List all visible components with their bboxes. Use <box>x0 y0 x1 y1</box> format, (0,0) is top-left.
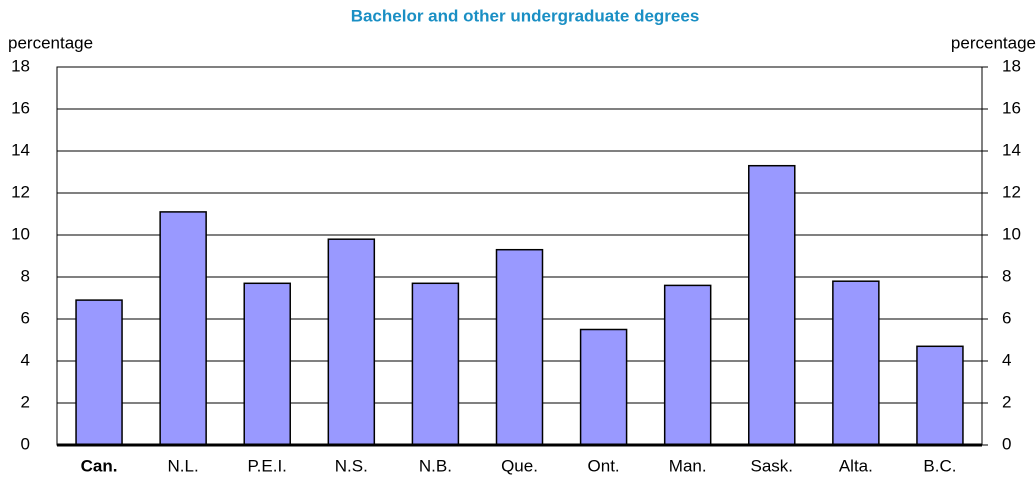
bar <box>243 282 291 446</box>
bar <box>748 164 796 446</box>
x-tick-label: B.C. <box>923 456 956 475</box>
y2-tick-label: 0 <box>1002 434 1011 453</box>
bar <box>579 328 628 446</box>
x-tick-label: Sask. <box>751 456 794 475</box>
bar <box>495 248 544 446</box>
x-tick-label: N.S. <box>335 456 368 475</box>
bar <box>832 280 880 446</box>
y2-tick-label: 10 <box>1002 224 1021 243</box>
x-tick-label: Ont. <box>588 456 620 475</box>
y-tick-label: 0 <box>21 434 30 453</box>
y2-tick-label: 4 <box>1002 350 1011 369</box>
y-tick-label: 18 <box>11 56 30 75</box>
bar <box>327 238 376 446</box>
x-tick-label: Alta. <box>839 456 873 475</box>
y-tick-label: 16 <box>11 98 30 117</box>
y-axis-label: percentage <box>8 33 93 52</box>
y2-tick-label: 8 <box>1002 266 1011 285</box>
y-tick-label: 6 <box>21 308 30 327</box>
bar <box>916 345 964 446</box>
y2-tick-label: 2 <box>1002 392 1011 411</box>
y-tick-label: 14 <box>11 140 30 159</box>
y2-tick-label: 18 <box>1002 56 1021 75</box>
y2-axis-label: percentage <box>951 33 1036 52</box>
bar <box>75 299 123 446</box>
x-tick-label: Can. <box>81 456 118 475</box>
x-tick-label: Man. <box>669 456 707 475</box>
y-tick-label: 2 <box>21 392 30 411</box>
chart-title: Bachelor and other undergraduate degrees <box>351 6 700 25</box>
y2-tick-label: 16 <box>1002 98 1021 117</box>
y2-tick-label: 12 <box>1002 182 1021 201</box>
y-tick-label: 8 <box>21 266 30 285</box>
x-tick-label: P.E.I. <box>248 456 287 475</box>
y2-tick-label: 6 <box>1002 308 1011 327</box>
x-tick-label: N.B. <box>419 456 452 475</box>
y-tick-label: 12 <box>11 182 30 201</box>
y-tick-label: 4 <box>21 350 30 369</box>
bar <box>663 284 712 446</box>
x-tick-label: Que. <box>501 456 538 475</box>
bar <box>159 211 207 446</box>
x-tick-label: N.L. <box>168 456 199 475</box>
y2-tick-label: 14 <box>1002 140 1021 159</box>
y-tick-label: 10 <box>11 224 30 243</box>
bar <box>411 282 460 446</box>
